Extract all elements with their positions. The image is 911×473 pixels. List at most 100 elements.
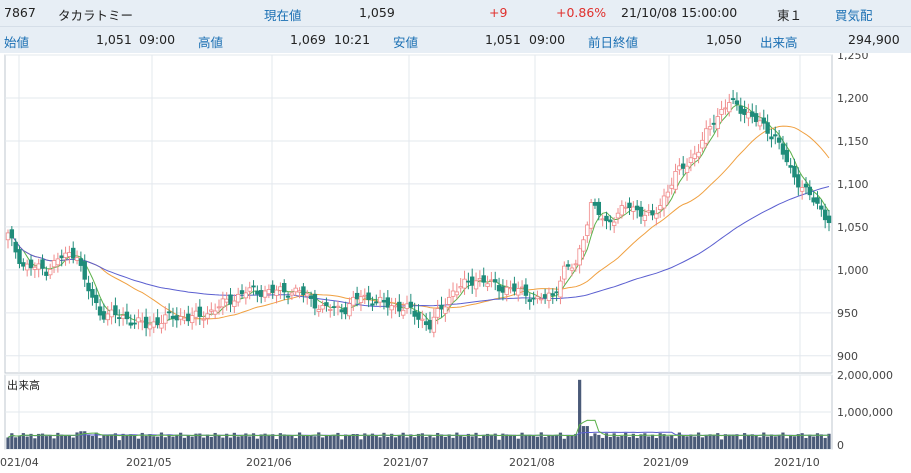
candle-body: [262, 290, 268, 298]
volume-bar: [558, 432, 563, 449]
candle-body: [9, 229, 15, 239]
candle-body: [688, 157, 694, 163]
candle-body: [650, 210, 655, 216]
volume-bar: [37, 433, 41, 449]
candle-body: [358, 296, 364, 303]
volume-bar: [378, 437, 382, 449]
volume-bar: [758, 437, 762, 449]
volume-bar: [56, 432, 60, 449]
volume-bar: [232, 432, 236, 449]
volume-bar: [451, 437, 455, 449]
quote-datetime: 21/10/08 15:00:00: [621, 5, 738, 20]
volume-bar: [17, 435, 22, 449]
volume-bar: [148, 434, 152, 449]
volume-bar: [144, 435, 148, 449]
candle-body: [696, 151, 701, 158]
volume-bar: [597, 434, 601, 449]
volume-bar: [79, 431, 83, 449]
volume-bar: [777, 435, 781, 449]
volume-bar: [731, 434, 735, 449]
candle-body: [113, 305, 118, 316]
candle-body: [97, 306, 103, 316]
candle-body: [220, 298, 226, 308]
candle-body: [753, 113, 759, 123]
candle-body: [124, 311, 130, 320]
candle-body: [71, 247, 76, 259]
volume-bar: [363, 433, 367, 449]
candle-body: [585, 224, 590, 236]
candle-body: [539, 298, 544, 301]
volume-bar: [489, 435, 493, 449]
candle-body: [592, 202, 598, 206]
volume-bar: [48, 434, 52, 449]
volume-bar: [86, 434, 91, 449]
candle-body: [546, 292, 552, 301]
candle-body: [24, 263, 30, 271]
volume-bar: [700, 437, 704, 449]
volume-bar: [182, 437, 187, 449]
candle-body: [761, 117, 766, 124]
volume-bar: [789, 435, 793, 449]
candle-body: [400, 309, 406, 316]
volume-bar: [194, 433, 198, 449]
high-value: 1,069: [290, 32, 326, 47]
price-grid: [5, 54, 832, 373]
candle-body: [519, 286, 525, 289]
candle-body: [776, 137, 782, 143]
candle-body: [224, 298, 229, 303]
candle-body: [151, 321, 156, 328]
candle-body: [117, 317, 122, 319]
volume-bar: [685, 436, 689, 449]
volume-bar: [696, 432, 701, 449]
volume-bar: [367, 435, 371, 449]
volume-bar: [601, 437, 605, 449]
candle-body: [128, 322, 133, 326]
volume-bar: [405, 437, 409, 449]
month-label: 2021/06: [246, 456, 292, 469]
candle-body: [270, 284, 275, 293]
candle-body: [500, 286, 506, 293]
candle-body: [412, 310, 417, 317]
volume-bar: [574, 433, 578, 449]
open-value: 1,051: [96, 32, 132, 47]
volume-bar: [309, 435, 313, 449]
volume-bar: [508, 434, 513, 449]
candle-body: [347, 303, 352, 317]
volume-bar: [654, 438, 658, 449]
volume-bar: [677, 432, 681, 449]
volume-bar: [52, 438, 56, 449]
volume-bar: [658, 433, 662, 449]
candle-body: [569, 267, 575, 271]
volume-bar: [6, 437, 10, 449]
high-label: 高値: [198, 35, 224, 50]
volume-bar: [248, 436, 252, 449]
candle-body: [51, 260, 57, 268]
candle-body: [293, 287, 298, 293]
volume-bar: [63, 435, 68, 449]
candle-body: [32, 266, 38, 270]
candle-body: [822, 209, 828, 221]
volume-bar: [804, 437, 808, 449]
low-value: 1,051: [485, 32, 521, 47]
volume-bar: [109, 434, 114, 449]
volume-bar: [796, 434, 800, 449]
candle-body: [189, 315, 195, 324]
volume-ma-short: [7, 419, 830, 438]
candle-body: [807, 186, 813, 196]
volume-bar: [420, 433, 424, 449]
volume-bar: [140, 432, 144, 449]
volume-bar: [167, 434, 171, 449]
volume-bar: [792, 436, 797, 449]
volume-bar: [117, 440, 121, 449]
candle-body: [140, 320, 145, 323]
volume-bar: [121, 433, 125, 449]
candle-body: [619, 205, 625, 216]
candle-body: [328, 309, 333, 311]
volume-bar: [382, 432, 386, 449]
stock-name: タカラトミー: [58, 8, 134, 23]
candle-body: [274, 289, 279, 296]
volume-bar: [627, 437, 632, 449]
candle-body: [811, 197, 816, 203]
volume-bar: [225, 433, 229, 449]
candle-body: [780, 143, 786, 155]
